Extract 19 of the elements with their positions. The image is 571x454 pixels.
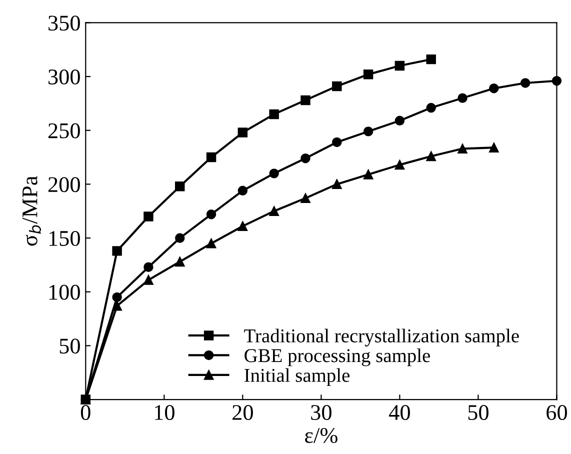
y-tick-label: 150 xyxy=(49,230,80,246)
y-tick-label: 50 xyxy=(60,338,80,354)
x-axis-title: ε/% xyxy=(305,428,338,444)
x-tick-label: 50 xyxy=(468,405,488,420)
x-tick-label: 30 xyxy=(311,405,332,420)
x-tick-label: 20 xyxy=(232,405,253,420)
legend-label: GBE processing sample xyxy=(244,348,430,366)
y-tick-label: 100 xyxy=(49,284,80,300)
y-axis-title: σ$_{b}$/MPa xyxy=(22,176,42,246)
y-tick-label: 300 xyxy=(48,69,80,84)
x-tick-label: 10 xyxy=(155,405,174,420)
x-tick-label: 0 xyxy=(80,405,90,420)
x-tick-label: 60 xyxy=(546,405,567,420)
y-tick-label: 250 xyxy=(48,123,80,138)
x-tick-label: 40 xyxy=(389,405,410,420)
legend-label: Initial sample xyxy=(244,368,350,386)
y-tick-label: 350 xyxy=(48,16,80,31)
legend-label: Traditional recrystallization sample xyxy=(244,328,519,346)
y-tick-label: 200 xyxy=(48,177,80,192)
